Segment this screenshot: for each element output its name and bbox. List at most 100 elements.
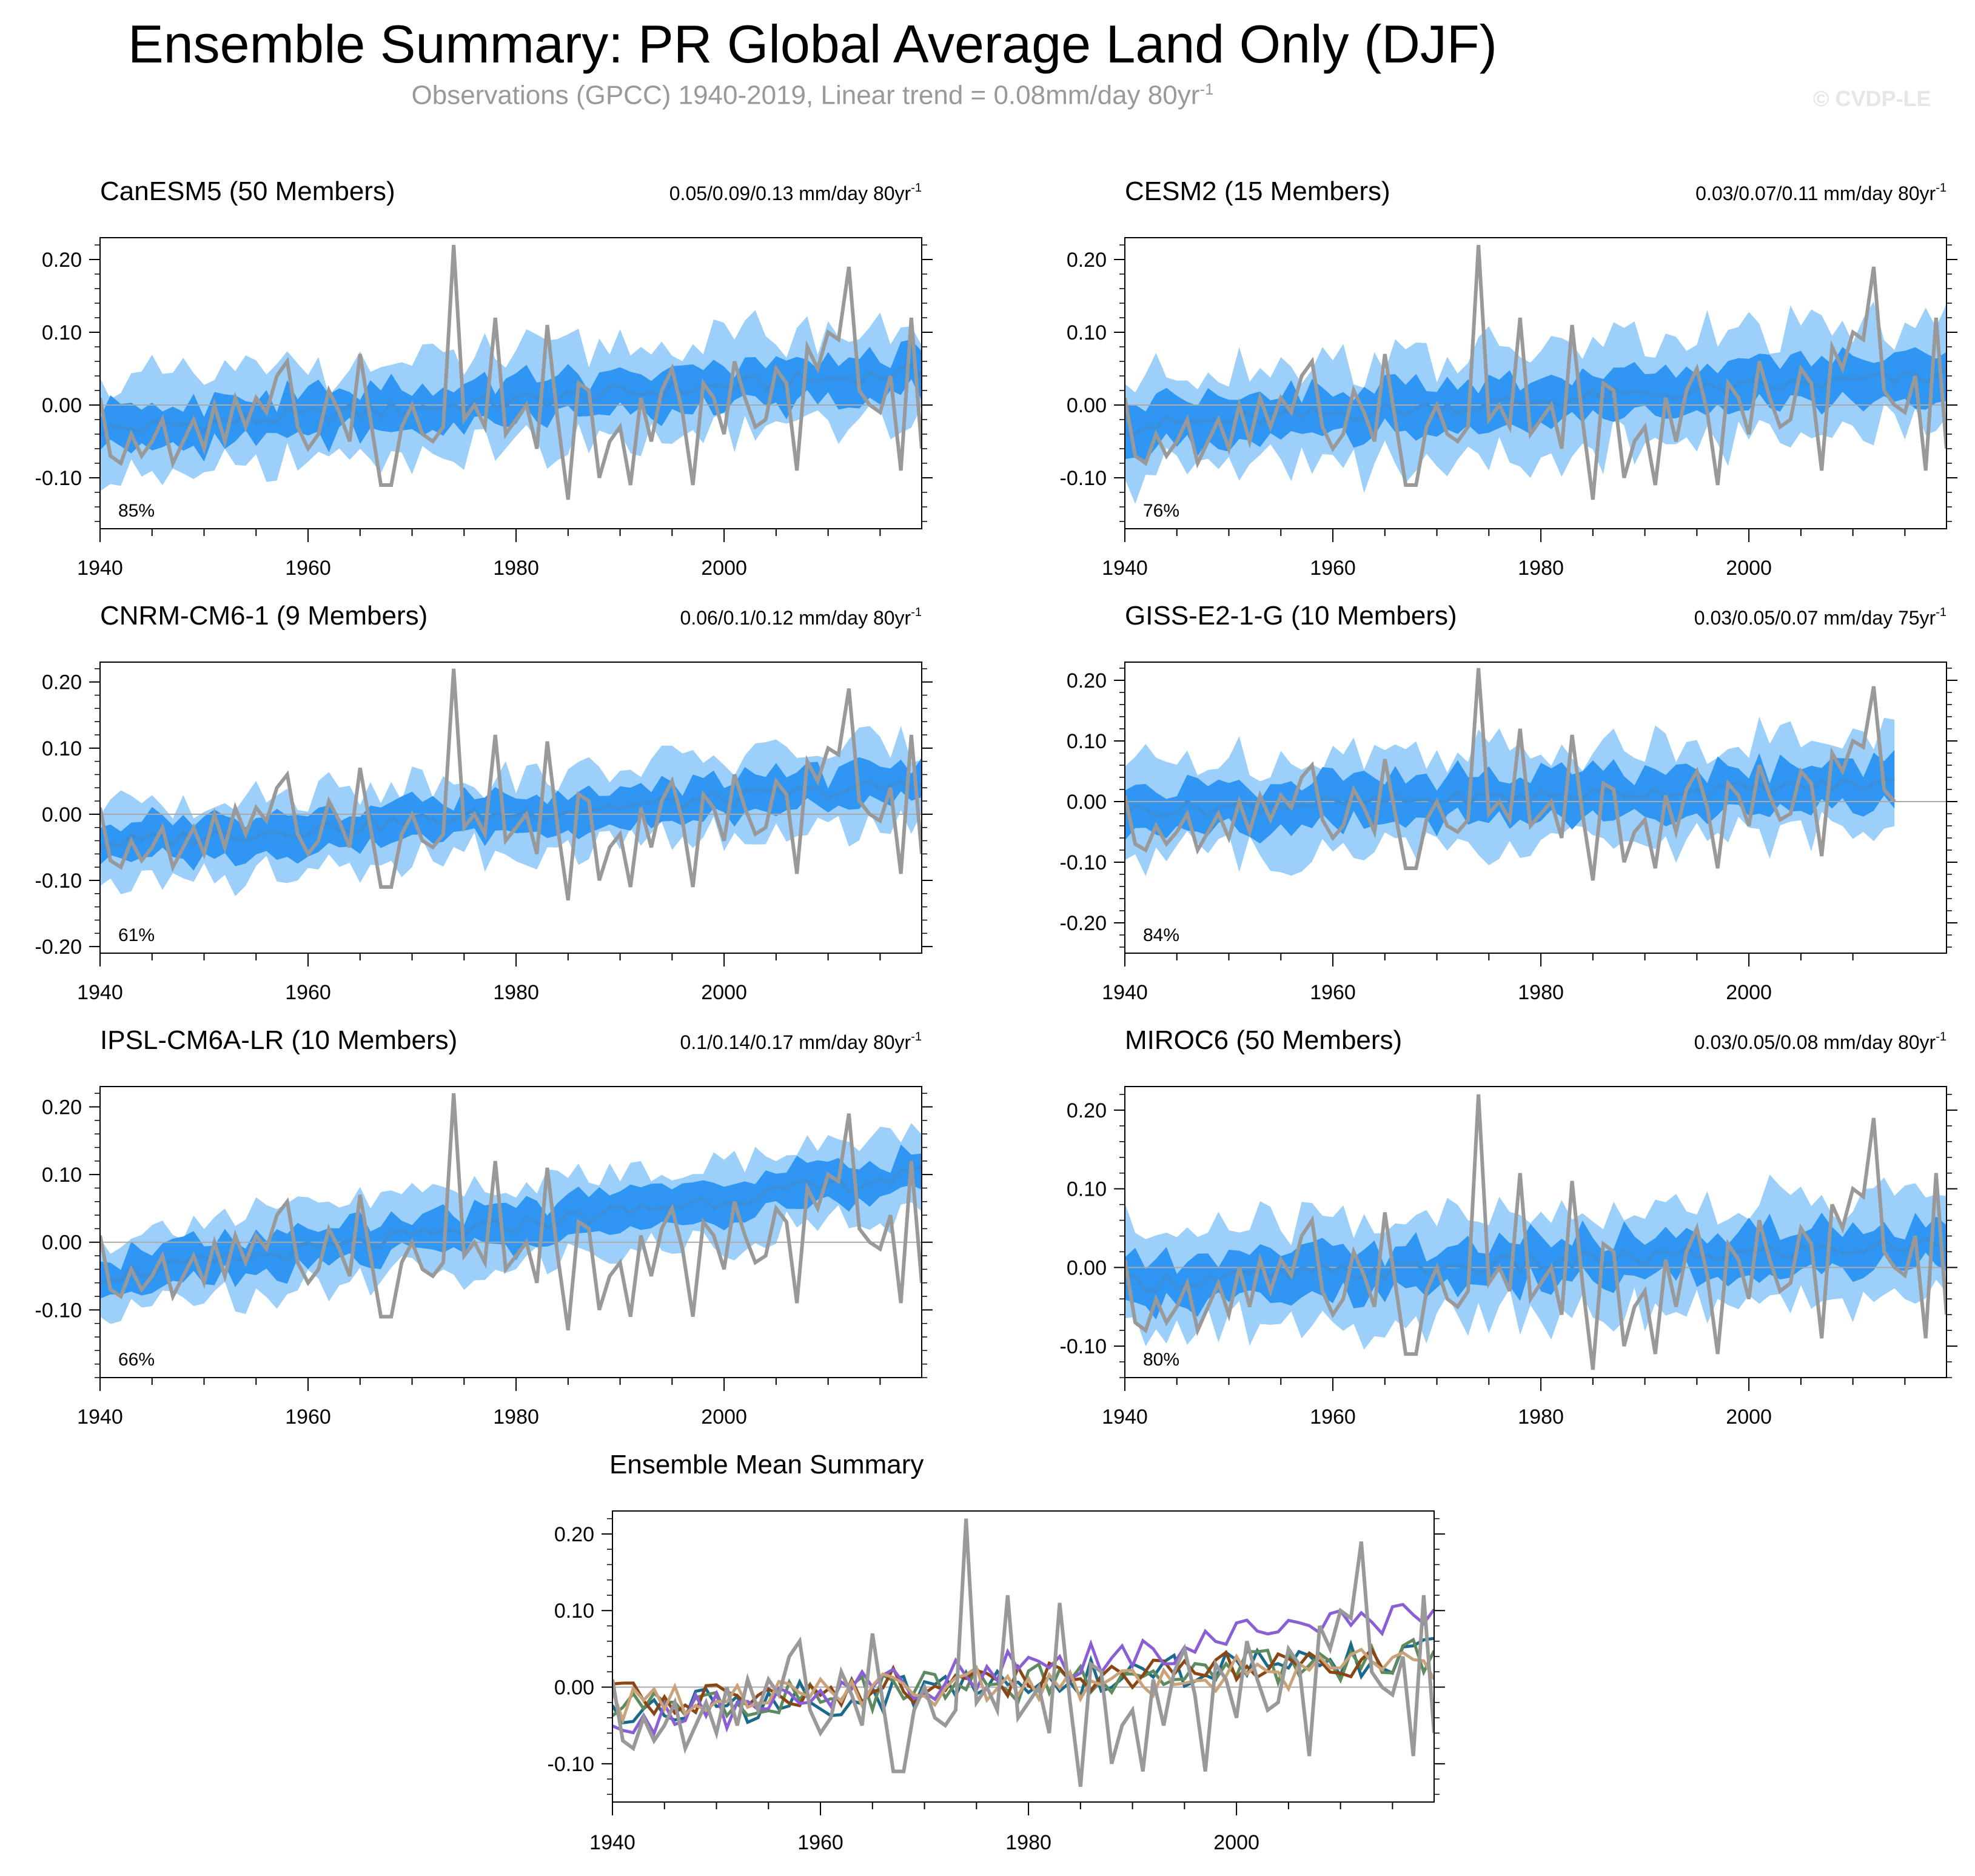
x-tick-label: 1960	[285, 981, 331, 1004]
y-tick-label: 0.10	[1067, 730, 1107, 753]
y-tick-label: 0.00	[1067, 1256, 1107, 1279]
y-tick-label: 0.00	[42, 394, 82, 417]
y-tick-label: -0.10	[1060, 1335, 1107, 1358]
trend-superscript: -1	[911, 181, 922, 195]
chart-panel-2: CNRM-CM6-1 (9 Members) 0.06/0.1/0.12 mm/d…	[35, 601, 933, 1004]
y-tick-label: 0.10	[1067, 321, 1107, 344]
chart-panel-3: GISS-E2-1-G (10 Members) 0.03/0.05/0.07 m…	[1060, 601, 1957, 1004]
x-tick-label: 1960	[285, 1405, 331, 1429]
observations-line	[612, 1518, 1434, 1787]
credit-watermark: © CVDP-LE	[1813, 86, 1931, 111]
figure-subtitle: Observations (GPCC) 1940-2019, Linear tr…	[0, 80, 1625, 111]
panel-title: CESM2 (15 Members)	[1125, 176, 1390, 206]
ensemble-mean-line	[100, 362, 922, 438]
percent-label: 85%	[118, 501, 155, 521]
trend-label: 0.03/0.05/0.08 mm/day 80yr-1	[1694, 1030, 1946, 1053]
observations-line	[100, 244, 922, 500]
y-tick-label: -0.10	[1060, 467, 1107, 490]
observations-line	[100, 1093, 922, 1331]
x-tick-label: 1940	[1102, 981, 1148, 1004]
chart-panel-1: CESM2 (15 Members) 0.03/0.07/0.11 mm/day …	[1060, 176, 1957, 580]
plot-area	[100, 244, 922, 500]
trend-superscript: -1	[1936, 606, 1946, 619]
y-tick-label: -0.10	[35, 1299, 82, 1322]
x-tick-label: 1960	[1310, 981, 1356, 1004]
trend-label: 0.05/0.09/0.13 mm/day 80yr-1	[669, 181, 922, 204]
y-tick-label: -0.10	[35, 869, 82, 893]
ensemble-mean-line	[1125, 1237, 1946, 1293]
observations-line	[1125, 244, 1946, 500]
x-tick-label: 2000	[701, 1405, 747, 1429]
y-tick-label: 0.20	[42, 249, 82, 272]
observations-line	[1125, 1094, 1946, 1370]
inner-spread-band	[1125, 749, 1895, 844]
y-tick-label: -0.10	[1060, 851, 1107, 874]
trend-label: 0.06/0.1/0.12 mm/day 80yr-1	[680, 606, 922, 629]
percent-label: 80%	[1143, 1350, 1179, 1370]
y-tick-label: 0.20	[42, 671, 82, 694]
percent-label: 61%	[118, 925, 155, 945]
plot-frame	[1124, 662, 1947, 954]
observations-line	[100, 668, 922, 901]
trend-label: 0.03/0.05/0.07 mm/day 75yr-1	[1694, 606, 1946, 629]
x-tick-label: 1940	[1102, 1405, 1148, 1429]
x-tick-label: 1940	[77, 981, 123, 1004]
panel-title: MIROC6 (50 Members)	[1125, 1025, 1402, 1055]
y-tick-label: 0.10	[1067, 1178, 1107, 1201]
x-tick-label: 1980	[493, 1405, 539, 1429]
inner-spread-band	[1125, 1213, 1946, 1320]
trend-superscript: -1	[911, 1030, 922, 1044]
percent-label: 76%	[1143, 501, 1179, 521]
plot-area	[1125, 668, 1946, 881]
y-tick-label: 0.00	[1067, 394, 1107, 417]
x-tick-label: 1940	[77, 557, 123, 580]
y-tick-label: 0.00	[42, 1231, 82, 1255]
panel-title: CNRM-CM6-1 (9 Members)	[100, 601, 428, 631]
panel-title: IPSL-CM6A-LR (10 Members)	[100, 1025, 457, 1055]
x-tick-label: 2000	[1726, 557, 1772, 580]
x-tick-label: 2000	[1726, 1405, 1772, 1429]
ensemble-mean-line	[100, 1165, 922, 1285]
y-tick-label: -0.20	[1060, 912, 1107, 935]
y-tick-label: -0.10	[548, 1753, 595, 1776]
trend-superscript: -1	[911, 606, 922, 619]
chart-panel-6: Ensemble Mean Summary 0.20 0.10 0.00 -0.10 19…	[548, 1450, 1445, 1854]
x-tick-label: 1980	[493, 557, 539, 580]
x-tick-label: 1960	[285, 557, 331, 580]
inner-spread-band	[100, 1144, 922, 1299]
panel-title: GISS-E2-1-G (10 Members)	[1125, 601, 1457, 631]
y-tick-label: 0.10	[42, 1164, 82, 1187]
x-tick-label: 1980	[1005, 1831, 1051, 1854]
trend-superscript: -1	[1936, 181, 1946, 195]
y-tick-label: -0.20	[35, 936, 82, 959]
x-tick-label: 2000	[701, 981, 747, 1004]
plot-frame	[99, 1086, 922, 1378]
model-mean-line-5	[612, 1647, 1434, 1725]
trend-label: 0.03/0.07/0.11 mm/day 80yr-1	[1695, 181, 1946, 204]
chart-panel-0: CanESM5 (50 Members) 0.05/0.09/0.13 mm/da…	[35, 176, 933, 580]
x-tick-label: 1960	[1310, 1405, 1356, 1429]
plot-area	[100, 668, 922, 901]
y-tick-label: 0.10	[554, 1600, 594, 1623]
subtitle-text: Observations (GPCC) 1940-2019, Linear tr…	[411, 80, 1200, 110]
panel-title: Ensemble Mean Summary	[609, 1450, 924, 1479]
y-tick-label: 0.00	[42, 803, 82, 826]
y-tick-label: 0.00	[1067, 791, 1107, 814]
plot-area	[100, 1093, 922, 1331]
x-tick-label: 1980	[493, 981, 539, 1004]
x-tick-label: 1960	[797, 1831, 843, 1854]
x-tick-label: 1980	[1518, 981, 1564, 1004]
x-tick-label: 1980	[1518, 557, 1564, 580]
y-tick-label: 0.20	[42, 1096, 82, 1119]
plot-frame	[1124, 1086, 1947, 1378]
x-tick-label: 1940	[1102, 557, 1148, 580]
panel-title: CanESM5 (50 Members)	[100, 176, 395, 206]
plot-area	[1125, 1094, 1946, 1370]
y-tick-label: 0.20	[1067, 1099, 1107, 1122]
plot-area	[1125, 244, 1946, 504]
x-tick-label: 1940	[77, 1405, 123, 1429]
observations-line	[1125, 668, 1896, 881]
plot-frame	[1124, 237, 1947, 529]
y-tick-label: -0.10	[35, 467, 82, 490]
